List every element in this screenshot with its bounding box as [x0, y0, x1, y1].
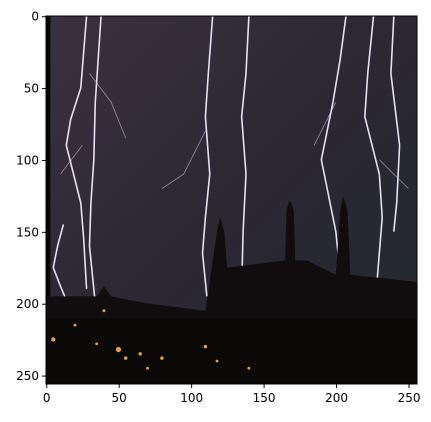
x-tick-label: 250 — [398, 391, 421, 405]
y-tick-label: 0 — [31, 10, 39, 24]
image — [46, 16, 417, 384]
x-tick-label: 150 — [253, 391, 276, 405]
x-tick-label: 0 — [43, 391, 51, 405]
y-tick-label: 250 — [16, 369, 39, 383]
y-tick-label: 150 — [16, 225, 39, 239]
x-tick-label: 100 — [180, 391, 203, 405]
axes-frame — [45, 15, 418, 385]
y-tick-label: 100 — [16, 153, 39, 167]
y-tick-label: 50 — [24, 82, 39, 96]
y-tick-label: 200 — [16, 297, 39, 311]
x-tick-label: 200 — [325, 391, 348, 405]
x-tick-label: 50 — [112, 391, 127, 405]
